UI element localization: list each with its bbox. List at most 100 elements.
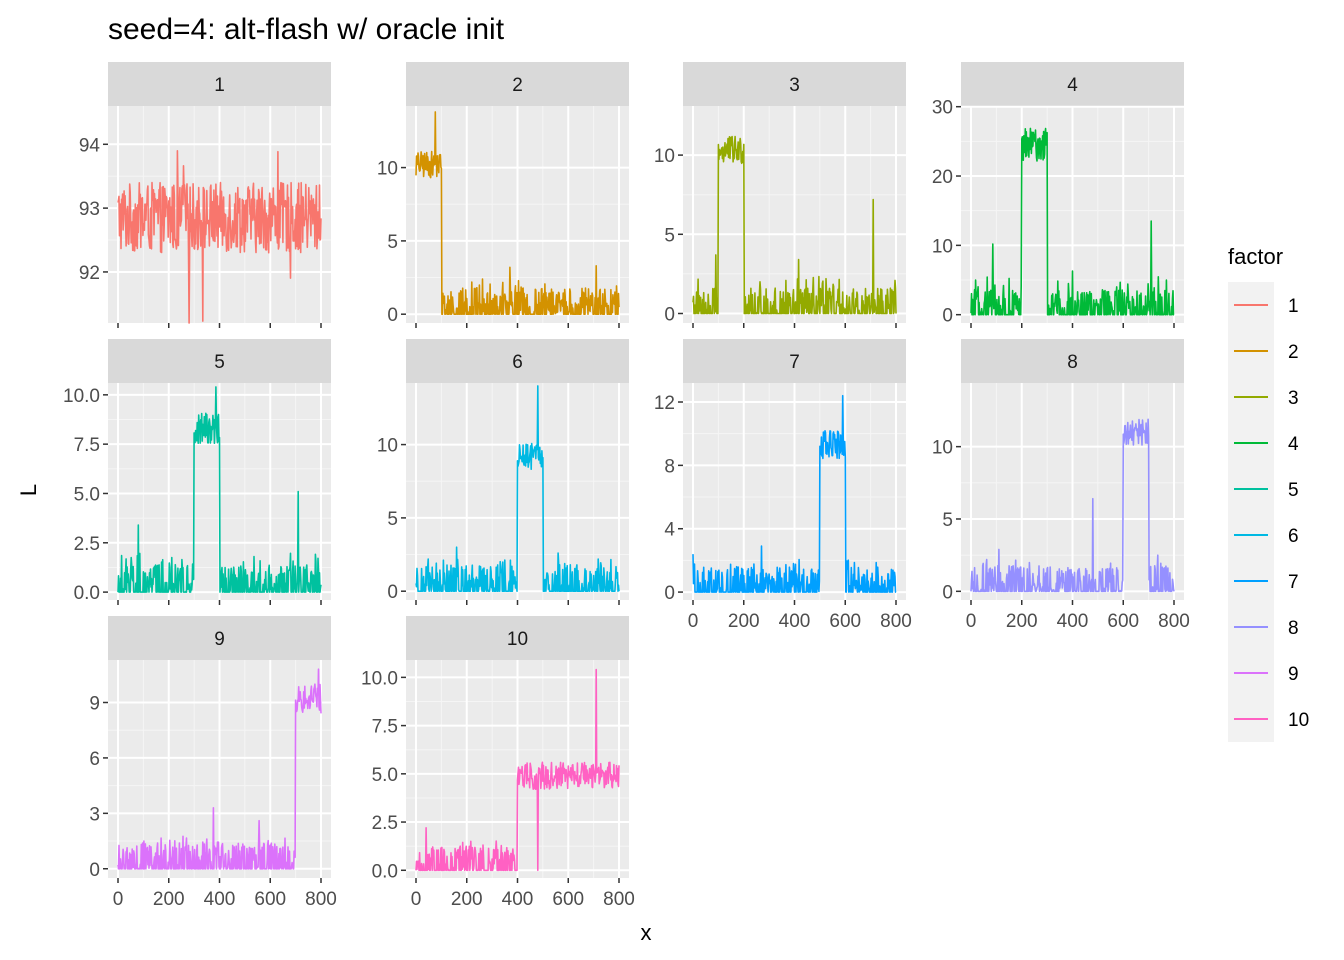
y-axis-title: L — [16, 484, 41, 496]
y-tick-label: 0 — [387, 305, 398, 326]
x-tick-label: 200 — [1006, 611, 1038, 632]
y-tick-label: 2.5 — [372, 813, 398, 834]
y-tick-label: 10 — [932, 236, 953, 257]
facet-panel-3: 3 0 5 10 — [654, 62, 906, 328]
facet-strip — [406, 616, 629, 660]
y-tick-label: 5.0 — [372, 765, 398, 786]
y-tick-label: 92 — [79, 263, 100, 284]
y-tick-label: 0 — [387, 582, 398, 603]
series-line-6 — [415, 385, 620, 592]
y-tick-label: 0 — [942, 306, 953, 327]
x-tick-label: 600 — [829, 611, 861, 632]
x-tick-label: 0 — [411, 889, 422, 910]
y-tick-label: 30 — [932, 98, 953, 119]
x-tick-label: 800 — [1158, 611, 1190, 632]
facet-panel-8: 8 0 5 10 0 200 400 600 800 — [932, 339, 1190, 632]
facet-panel-9: 9 0 3 6 9 0 200 400 600 800 — [89, 616, 337, 910]
facet-panel-1: 1 92 93 94 — [79, 62, 331, 328]
legend-label: 8 — [1288, 618, 1299, 639]
legend-label: 9 — [1288, 664, 1299, 685]
y-tick-label: 8 — [664, 456, 675, 477]
y-tick-label: 0 — [89, 860, 100, 881]
facet-panel-7: 7 0 4 8 12 0 200 400 600 800 — [654, 339, 912, 632]
facet-strip — [406, 339, 629, 383]
facet-panel-4: 4 0 10 20 30 — [932, 62, 1184, 328]
y-tick-label: 12 — [654, 393, 675, 414]
facet-strip-label: 1 — [214, 75, 225, 96]
y-tick-label: 6 — [89, 749, 100, 770]
y-tick-label: 93 — [79, 199, 100, 220]
facet-strip-label: 2 — [512, 75, 523, 96]
legend-label: 5 — [1288, 480, 1299, 501]
x-axis-title: x — [641, 920, 652, 945]
y-tick-label: 9 — [89, 693, 100, 714]
legend: factor 1 2 3 4 5 6 7 8 9 10 — [1228, 244, 1309, 742]
x-tick-label: 200 — [728, 611, 760, 632]
x-tick-label: 600 — [1107, 611, 1139, 632]
facet-strip-label: 6 — [512, 352, 523, 373]
x-tick-label: 600 — [552, 889, 584, 910]
y-tick-label: 2.5 — [74, 534, 100, 555]
y-tick-label: 0 — [664, 583, 675, 604]
facet-strip — [108, 616, 331, 660]
facet-strip — [961, 339, 1184, 383]
legend-label: 6 — [1288, 526, 1299, 547]
series-line-8 — [970, 418, 1175, 593]
x-tick-label: 400 — [1057, 611, 1089, 632]
y-tick-label: 10.0 — [361, 668, 398, 689]
legend-label: 4 — [1288, 434, 1299, 455]
series-line-9 — [117, 668, 322, 870]
y-tick-label: 7.5 — [74, 435, 100, 456]
y-tick-label: 5 — [387, 509, 398, 530]
x-tick-label: 200 — [153, 889, 185, 910]
x-tick-label: 200 — [451, 889, 483, 910]
facet-panel-6: 6 0 5 10 — [377, 339, 629, 605]
facet-strip — [406, 62, 629, 106]
facet-panel-2: 2 0 5 10 — [377, 62, 629, 328]
facet-panels: 192939420510305104010203050.02.55.07.510… — [63, 62, 1190, 910]
x-tick-label: 0 — [966, 611, 977, 632]
facet-strip — [108, 62, 331, 106]
y-tick-label: 5 — [942, 510, 953, 531]
x-tick-label: 800 — [880, 611, 912, 632]
x-tick-label: 400 — [204, 889, 236, 910]
legend-key-background — [1228, 282, 1274, 742]
y-tick-label: 10 — [932, 438, 953, 459]
facet-strip-label: 7 — [789, 352, 800, 373]
y-tick-label: 4 — [664, 520, 675, 541]
y-tick-label: 10.0 — [63, 386, 100, 407]
y-tick-label: 20 — [932, 167, 953, 188]
legend-label: 3 — [1288, 388, 1299, 409]
chart-title: seed=4: alt-flash w/ oracle init — [108, 13, 505, 46]
x-tick-label: 400 — [779, 611, 811, 632]
series-line-10 — [415, 668, 620, 872]
series-line-3 — [692, 135, 897, 315]
y-tick-label: 5.0 — [74, 484, 100, 505]
x-tick-label: 0 — [688, 611, 699, 632]
y-tick-label: 10 — [654, 146, 675, 167]
legend-label: 2 — [1288, 342, 1299, 363]
y-tick-label: 5 — [387, 232, 398, 253]
y-tick-label: 0 — [664, 304, 675, 325]
legend-label: 7 — [1288, 572, 1299, 593]
facet-strip — [961, 62, 1184, 106]
y-tick-label: 0.0 — [372, 861, 398, 882]
facet-strip — [683, 62, 906, 106]
facet-strip-label: 4 — [1067, 75, 1078, 96]
facet-strip-label: 8 — [1067, 352, 1078, 373]
x-tick-label: 0 — [113, 889, 124, 910]
facet-strip — [683, 339, 906, 383]
series-line-2 — [415, 111, 620, 315]
y-tick-label: 0.0 — [74, 583, 100, 604]
legend-title: factor — [1228, 244, 1283, 269]
y-tick-label: 5 — [664, 225, 675, 246]
facet-strip-label: 5 — [214, 352, 225, 373]
facet-strip — [108, 339, 331, 383]
y-tick-label: 0 — [942, 582, 953, 603]
x-tick-label: 400 — [502, 889, 534, 910]
facet-strip-label: 10 — [507, 629, 528, 650]
facet-strip-label: 9 — [214, 629, 225, 650]
y-tick-label: 10 — [377, 436, 398, 457]
legend-label: 10 — [1288, 710, 1309, 731]
